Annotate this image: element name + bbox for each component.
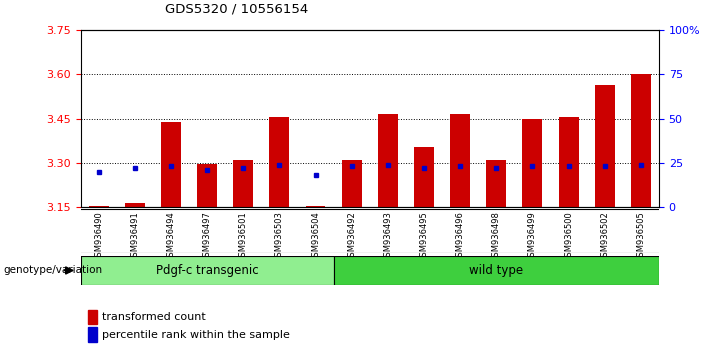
Text: GSM936497: GSM936497: [203, 211, 212, 262]
Bar: [414, 147, 434, 207]
Text: percentile rank within the sample: percentile rank within the sample: [102, 330, 290, 339]
Text: GDS5320 / 10556154: GDS5320 / 10556154: [165, 3, 308, 16]
Text: GSM936495: GSM936495: [419, 211, 428, 262]
Text: GSM936499: GSM936499: [528, 211, 537, 262]
Bar: [559, 117, 578, 207]
Text: GSM936505: GSM936505: [637, 211, 646, 262]
Bar: [197, 164, 217, 207]
Text: transformed count: transformed count: [102, 312, 206, 322]
Text: GSM936491: GSM936491: [130, 211, 139, 262]
Bar: [89, 206, 109, 207]
Bar: [334, 256, 659, 285]
Bar: [306, 206, 325, 207]
Text: GSM936503: GSM936503: [275, 211, 284, 262]
Bar: [594, 85, 615, 207]
Text: GSM936500: GSM936500: [564, 211, 573, 262]
Text: Pdgf-c transgenic: Pdgf-c transgenic: [156, 264, 259, 277]
Text: GSM936504: GSM936504: [311, 211, 320, 262]
Bar: [125, 202, 145, 207]
Text: GSM936501: GSM936501: [239, 211, 247, 262]
Bar: [631, 74, 651, 207]
Bar: [233, 160, 253, 207]
Bar: [269, 117, 290, 207]
Bar: [522, 119, 543, 207]
Text: GSM936490: GSM936490: [94, 211, 103, 262]
Text: wild type: wild type: [469, 264, 524, 277]
Text: GSM936494: GSM936494: [166, 211, 175, 262]
Bar: [342, 160, 362, 207]
Text: GSM936496: GSM936496: [456, 211, 465, 262]
Bar: [450, 114, 470, 207]
Bar: [486, 160, 506, 207]
Text: GSM936493: GSM936493: [383, 211, 393, 262]
Bar: [81, 256, 334, 285]
Bar: [378, 114, 397, 207]
Text: GSM936502: GSM936502: [600, 211, 609, 262]
Text: genotype/variation: genotype/variation: [4, 266, 102, 275]
Bar: [161, 121, 181, 207]
Text: GSM936492: GSM936492: [347, 211, 356, 262]
Text: GSM936498: GSM936498: [492, 211, 501, 262]
